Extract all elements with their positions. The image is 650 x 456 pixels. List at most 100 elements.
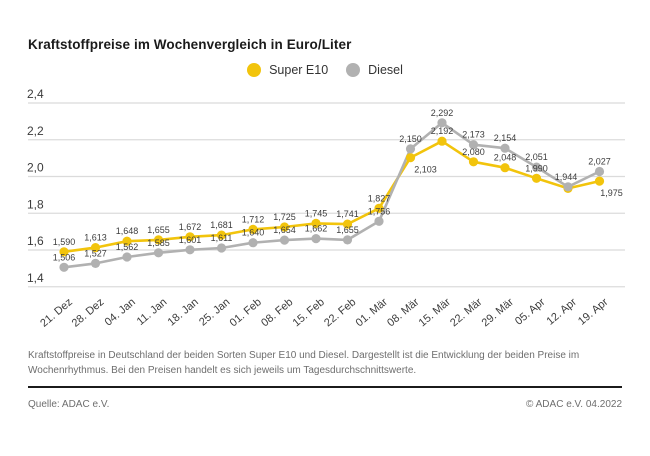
svg-text:11. Jan: 11. Jan — [135, 296, 170, 328]
svg-text:2,027: 2,027 — [588, 157, 611, 167]
data-point — [216, 243, 227, 253]
data-point — [185, 232, 195, 242]
data-point — [122, 236, 132, 246]
svg-text:2,4: 2,4 — [27, 87, 44, 101]
points-diesel — [59, 118, 605, 272]
labels-super-e10: 1,590 1,613 1,648 1,655 1,672 1,681 1,712 1,725… — [53, 126, 623, 247]
svg-text:15. Feb: 15. Feb — [291, 296, 327, 329]
labels-diesel: 1,506 1,527 1,562 1,585 1,601 1,611 1,640 1,654… — [53, 108, 611, 262]
data-point — [59, 247, 69, 257]
svg-text:1,944: 1,944 — [555, 172, 578, 182]
data-point — [405, 144, 416, 154]
svg-text:2,080: 2,080 — [462, 147, 485, 157]
data-point — [153, 248, 164, 258]
data-point — [500, 163, 510, 173]
svg-text:1,8: 1,8 — [27, 197, 44, 211]
source-text: Quelle: ADAC e.V. — [28, 399, 110, 410]
svg-text:1,6: 1,6 — [27, 234, 44, 248]
legend-item-diesel: Diesel — [346, 63, 403, 77]
data-point — [594, 166, 605, 177]
data-point — [59, 262, 69, 272]
svg-text:1,585: 1,585 — [147, 238, 170, 248]
legend-label-diesel: Diesel — [368, 63, 403, 77]
svg-text:2,0: 2,0 — [27, 161, 44, 175]
data-point — [248, 238, 258, 248]
svg-text:08. Feb: 08. Feb — [259, 296, 295, 329]
svg-text:2,173: 2,173 — [462, 130, 485, 140]
data-point — [311, 218, 321, 228]
data-point — [468, 140, 479, 150]
svg-text:1,725: 1,725 — [273, 212, 296, 222]
svg-text:2,154: 2,154 — [494, 133, 517, 143]
data-point — [90, 243, 101, 253]
chart-description: Kraftstoffpreise in Deutschland der beid… — [28, 349, 613, 378]
data-point — [563, 182, 573, 192]
data-point — [216, 230, 227, 240]
svg-text:1,648: 1,648 — [116, 226, 139, 236]
svg-text:1,990: 1,990 — [525, 163, 548, 173]
footer-divider — [28, 386, 622, 388]
legend-item-super-e10: Super E10 — [247, 63, 328, 77]
svg-text:1,4: 1,4 — [27, 271, 44, 285]
chart-title: Kraftstoffpreise im Wochenvergleich in E… — [28, 37, 352, 52]
svg-text:22. Feb: 22. Feb — [322, 296, 358, 329]
svg-text:1,655: 1,655 — [336, 225, 359, 235]
svg-text:1,601: 1,601 — [179, 235, 202, 245]
data-point — [437, 136, 447, 146]
svg-text:01. Feb: 01. Feb — [228, 296, 264, 329]
svg-text:1,611: 1,611 — [211, 233, 233, 243]
svg-text:1,506: 1,506 — [53, 252, 76, 262]
data-point — [374, 203, 384, 213]
svg-text:05. Apr: 05. Apr — [513, 296, 548, 328]
svg-text:1,712: 1,712 — [242, 214, 265, 224]
data-point — [153, 235, 164, 245]
description-line-2: Wochenrhythmus. Bei den Preisen handelt … — [28, 364, 417, 376]
data-point — [279, 235, 290, 245]
data-point — [374, 216, 384, 226]
data-point — [405, 153, 416, 163]
svg-text:2,103: 2,103 — [414, 165, 437, 175]
svg-text:01. Mär: 01. Mär — [354, 296, 391, 329]
svg-text:2,150: 2,150 — [399, 134, 422, 144]
data-point — [342, 235, 353, 245]
svg-text:1,562: 1,562 — [116, 242, 139, 252]
svg-text:28. Dez: 28. Dez — [70, 296, 107, 330]
svg-text:2,2: 2,2 — [27, 124, 44, 138]
description-line-1: Kraftstoffpreise in Deutschland der beid… — [28, 350, 580, 361]
svg-text:1,745: 1,745 — [305, 208, 328, 218]
svg-text:2,292: 2,292 — [431, 108, 454, 118]
diesel-dot-icon — [346, 63, 361, 77]
svg-text:1,613: 1,613 — [84, 233, 107, 243]
line-super-e10 — [62, 139, 601, 254]
data-point — [90, 258, 101, 268]
gridlines-and-y-axis: 2,4 2,2 2,0 1,8 1,6 1,4 — [27, 87, 625, 288]
chart-legend: Super E10 Diesel — [0, 63, 650, 77]
data-point — [311, 234, 321, 244]
svg-text:08. Mär: 08. Mär — [385, 296, 422, 329]
data-point — [531, 162, 542, 172]
svg-text:2,192: 2,192 — [431, 126, 454, 136]
svg-text:1,681: 1,681 — [210, 220, 233, 230]
svg-text:1,662: 1,662 — [305, 224, 328, 234]
svg-text:2,048: 2,048 — [494, 153, 517, 163]
svg-text:22. Mär: 22. Mär — [448, 296, 485, 329]
svg-text:1,655: 1,655 — [147, 225, 170, 235]
legend-label-super-e10: Super E10 — [269, 63, 329, 77]
svg-text:2,051: 2,051 — [525, 152, 548, 162]
svg-text:21. Dez: 21. Dez — [38, 296, 75, 330]
data-point — [468, 157, 479, 167]
data-point — [500, 143, 510, 153]
data-point — [531, 173, 542, 183]
svg-text:04. Jan: 04. Jan — [103, 296, 138, 328]
svg-text:1,975: 1,975 — [600, 188, 623, 198]
svg-text:1,741: 1,741 — [336, 209, 359, 219]
line-diesel — [62, 121, 601, 269]
svg-text:1,756: 1,756 — [368, 206, 391, 216]
svg-text:18. Jan: 18. Jan — [166, 296, 201, 328]
svg-text:1,590: 1,590 — [53, 237, 76, 247]
super-e10-dot-icon — [247, 63, 262, 77]
svg-text:1,827: 1,827 — [368, 193, 391, 203]
